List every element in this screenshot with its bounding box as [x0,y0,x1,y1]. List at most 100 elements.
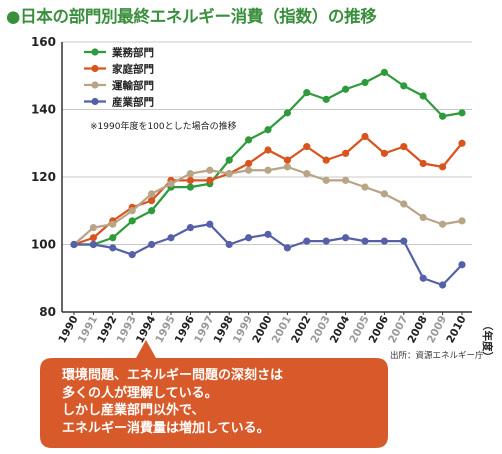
data-point [342,176,350,184]
series-lines [70,68,466,289]
data-point [322,237,330,245]
data-point [303,89,311,97]
data-point [322,176,330,184]
data-point [380,149,388,157]
callout-line: しかし産業部門以外で、 [62,403,205,418]
data-point [148,190,156,198]
data-point [322,156,330,164]
data-point [380,190,388,198]
data-point [225,170,233,178]
data-point [419,92,427,100]
data-point [89,234,97,242]
data-point [283,244,291,252]
legend-label: 業務部門 [111,46,154,59]
data-point [245,136,253,144]
y-tick-label: 160 [31,35,56,49]
data-point [264,166,272,174]
data-point [283,163,291,171]
data-point [400,143,408,151]
data-point [400,200,408,208]
y-tick-label: 140 [31,103,56,117]
callout-bubble [40,340,388,448]
source-label: 出所：資源エネルギー庁 [390,351,484,361]
legend-label: 家庭部門 [112,63,154,76]
data-point [206,166,214,174]
data-point [167,180,175,188]
data-point [400,237,408,245]
data-point [458,261,466,269]
data-point [303,237,311,245]
callout-line: 環境問題、エネルギー問題の深刻さは [62,368,284,383]
legend-label: 運輸部門 [112,79,154,92]
legend-label: 産業部門 [112,96,154,109]
data-point [439,220,447,228]
data-point [186,176,194,184]
data-point [206,176,214,184]
data-point [245,166,253,174]
data-point [89,224,97,232]
data-point [361,237,369,245]
data-point [128,217,136,225]
data-point [380,237,388,245]
data-point [419,159,427,168]
data-point [303,170,311,178]
legend-swatch-point [91,48,99,56]
legend-swatch-point [91,64,99,73]
data-point [245,159,253,168]
data-point [167,234,175,242]
data-point [283,156,291,164]
data-point [206,220,214,228]
data-point [342,234,350,242]
legend-swatch-point [91,81,99,89]
data-point [264,126,272,134]
data-point [458,109,466,117]
y-tick-label: 100 [31,238,56,252]
data-point [128,207,136,215]
data-point [283,109,291,117]
data-point [148,197,156,205]
data-point [109,220,117,228]
data-point [439,281,447,289]
data-point [186,183,194,191]
chart-title: ●日本の部門別最終エネルギー消費（指数）の推移 [6,7,377,26]
data-point [361,78,369,87]
legend-swatch-point [91,97,99,106]
chart-note: ※1990年度を100とした場合の推移 [90,120,237,132]
data-point [380,68,388,76]
callout-line: エネルギー消費量は増加している。 [62,420,270,436]
data-point [186,224,194,232]
data-point [89,240,97,249]
callout-line: 多くの人が理解している。 [62,385,218,401]
data-point [303,143,311,151]
data-point [225,156,233,164]
data-point [439,112,447,120]
data-point [70,240,78,249]
data-point [186,170,194,178]
y-tick-label: 80 [39,305,56,319]
data-point [245,234,253,242]
data-point [342,85,350,93]
data-point [225,240,233,249]
data-point [458,217,466,225]
data-point [361,132,369,141]
x-tick-label: 2010 [444,314,468,345]
data-point [322,95,330,103]
data-point [148,207,156,215]
data-point [264,230,272,238]
data-point [264,146,272,154]
x-unit-label: （年度） [481,320,494,362]
data-point [361,183,369,191]
data-point [109,244,117,252]
data-point [400,82,408,90]
y-tick-label: 120 [31,170,56,184]
data-point [458,139,466,147]
callout-shape [40,340,388,448]
data-point [419,274,427,282]
data-point [109,234,117,242]
data-point [148,240,156,249]
data-point [342,149,350,157]
data-point [128,251,136,259]
data-point [439,163,447,171]
